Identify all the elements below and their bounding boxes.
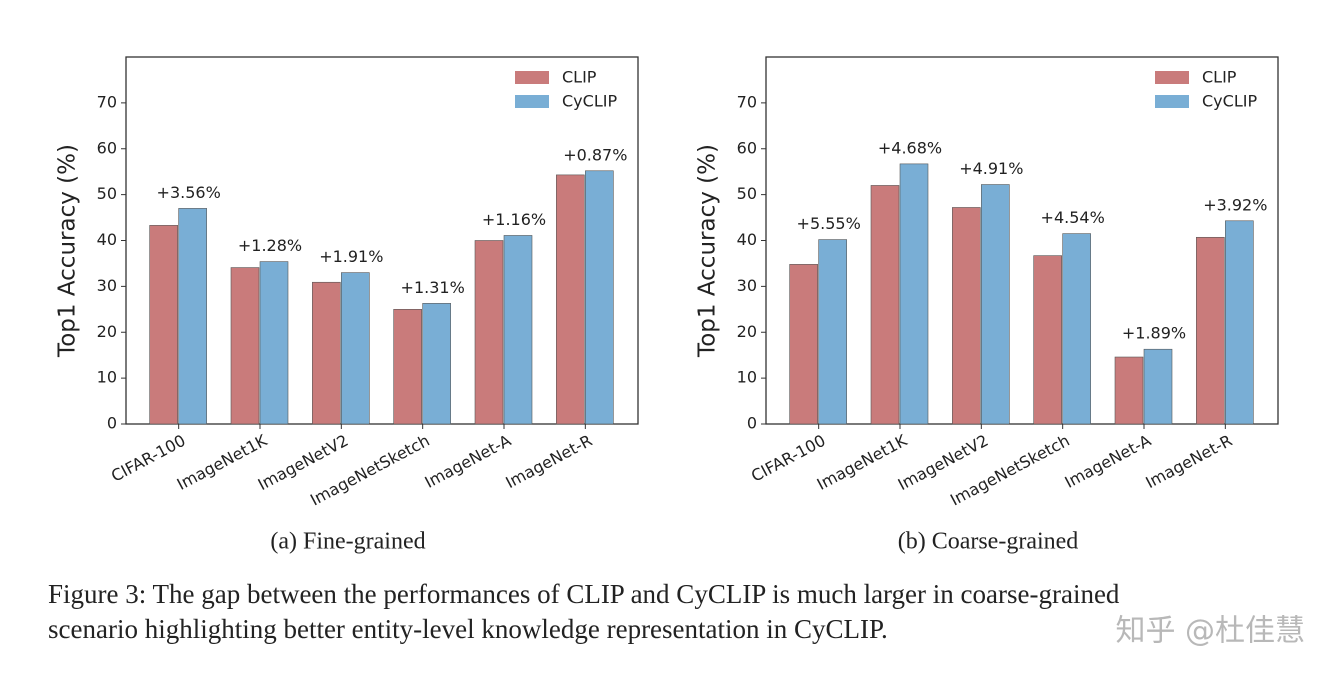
y-tick-label: 30 <box>737 276 757 295</box>
bar <box>1033 255 1062 425</box>
y-tick-label: 20 <box>737 322 757 341</box>
annotation: +4.54% <box>1041 208 1105 227</box>
bar <box>789 264 818 425</box>
bar <box>422 303 451 425</box>
bar <box>149 225 178 425</box>
bar <box>870 185 900 425</box>
y-tick-label: 0 <box>747 414 757 433</box>
y-tick-label: 10 <box>737 368 757 387</box>
annotation: +0.87% <box>563 145 627 164</box>
chart-caption: (a) Fine-grained <box>270 529 425 555</box>
x-tick-label: ImageNet1K <box>174 430 271 493</box>
y-tick-label: 70 <box>97 92 117 111</box>
y-tick-label: 40 <box>737 230 757 249</box>
annotation: +4.68% <box>878 138 942 157</box>
figure-caption: Figure 3: The gap between the performanc… <box>48 579 1120 609</box>
bar <box>952 207 981 425</box>
legend-label: CLIP <box>1202 68 1237 87</box>
bar <box>503 235 533 425</box>
y-tick-label: 10 <box>97 368 117 387</box>
bar <box>899 163 929 425</box>
legend-swatch <box>515 95 549 108</box>
annotation: +1.16% <box>482 210 546 229</box>
y-tick-label: 60 <box>97 138 117 157</box>
annotation: +3.92% <box>1203 195 1267 214</box>
annotation: +1.89% <box>1122 324 1186 343</box>
bar <box>818 239 847 425</box>
bar <box>556 174 585 425</box>
annotation: +4.91% <box>959 159 1023 178</box>
bar <box>312 281 341 425</box>
annotation: +1.31% <box>401 278 465 297</box>
y-tick-label: 50 <box>737 184 757 203</box>
annotation: +5.55% <box>797 214 861 233</box>
legend-swatch <box>515 71 549 84</box>
bar <box>178 208 207 425</box>
bar <box>230 267 260 425</box>
bar <box>1143 348 1173 425</box>
bar <box>393 309 422 425</box>
x-tick-label: ImageNet-R <box>1142 431 1235 492</box>
bar <box>1062 233 1091 425</box>
x-tick-label: ImageNet1K <box>814 430 911 493</box>
legend-label: CyCLIP <box>1202 92 1257 111</box>
bar <box>1225 220 1254 425</box>
y-tick-label: 50 <box>97 184 117 203</box>
legend-swatch <box>1155 95 1189 108</box>
bar <box>981 184 1010 425</box>
bar <box>1114 356 1144 425</box>
y-tick-label: 20 <box>97 322 117 341</box>
legend-label: CLIP <box>562 68 597 87</box>
x-tick-label: ImageNet-A <box>422 431 514 492</box>
bar <box>585 170 614 425</box>
y-tick-label: 40 <box>97 230 117 249</box>
bar <box>1196 236 1225 425</box>
y-axis-label: Top1 Accuracy (%) <box>695 144 721 358</box>
legend-swatch <box>1155 71 1189 84</box>
annotation: +3.56% <box>157 183 221 202</box>
y-tick-label: 60 <box>737 138 757 157</box>
figure-caption: scenario highlighting better entity-leve… <box>48 614 888 644</box>
y-tick-label: 0 <box>107 414 117 433</box>
annotation: +1.91% <box>319 247 383 266</box>
x-tick-label: ImageNet-A <box>1062 431 1154 492</box>
y-tick-label: 70 <box>737 92 757 111</box>
y-tick-label: 30 <box>97 276 117 295</box>
chart-caption: (b) Coarse-grained <box>898 529 1079 555</box>
bar <box>259 261 289 425</box>
x-tick-label: ImageNet-R <box>502 431 595 492</box>
bar <box>341 272 370 425</box>
bar <box>474 240 504 425</box>
legend-label: CyCLIP <box>562 92 617 111</box>
watermark: 知乎 @杜佳慧 <box>1115 614 1305 649</box>
annotation: +1.28% <box>238 236 302 255</box>
y-axis-label: Top1 Accuracy (%) <box>55 144 81 358</box>
